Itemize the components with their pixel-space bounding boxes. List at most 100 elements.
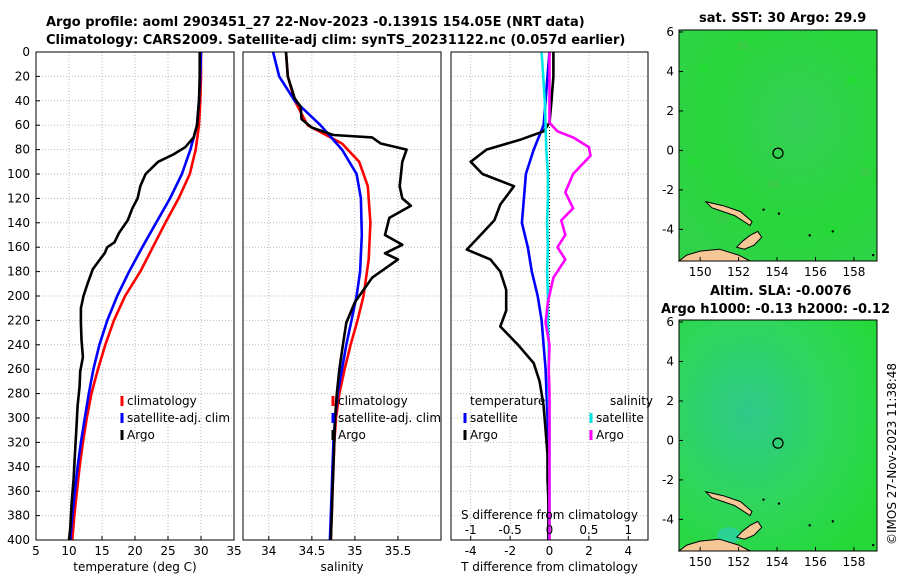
x-tick-label: 34.5 — [299, 544, 326, 558]
map-x-tick-label: 152 — [727, 265, 750, 279]
x-axis-label: T difference from climatology — [460, 560, 638, 574]
legend-label: satellite — [470, 411, 518, 425]
island — [777, 502, 781, 505]
legend-header-temperature: temperature — [470, 394, 545, 408]
y-tick-label: 260 — [7, 362, 30, 376]
top-axis-label: S difference from climatology — [461, 508, 638, 522]
map-x-tick-label: 156 — [804, 265, 827, 279]
island — [871, 253, 875, 257]
y-tick-label: 180 — [7, 265, 30, 279]
x-tick-label: 35 — [347, 544, 362, 558]
legend-label: climatology — [338, 394, 408, 408]
land-mass — [704, 490, 753, 517]
y-tick-label: 300 — [7, 411, 30, 425]
sst-pixel-patch — [698, 64, 709, 73]
map-y-tick-label: 6 — [666, 25, 674, 39]
imos-stamp: ©IMOS 27-Nov-2023 11:38:48 — [885, 363, 899, 545]
y-tick-label: 240 — [7, 338, 30, 352]
x-tick-label: 25 — [160, 544, 175, 558]
x-tick-label: -2 — [504, 544, 516, 558]
series-group — [465, 52, 592, 540]
top-tick-label: 0.5 — [579, 523, 598, 537]
island — [831, 520, 834, 523]
land-mass — [704, 200, 753, 227]
sst-pixel-patch — [768, 180, 779, 189]
x-axis-label: temperature (deg C) — [73, 560, 196, 574]
sst-pixel-patch — [718, 214, 729, 223]
sst-map-title: sat. SST: 30 Argo: 29.9 — [699, 11, 866, 26]
map-y-tick-label: 0 — [666, 143, 674, 157]
x-tick-label: 30 — [193, 544, 208, 558]
map-y-tick-label: -2 — [662, 473, 674, 487]
island — [808, 524, 811, 527]
plot-frame — [450, 51, 649, 541]
island — [777, 212, 781, 215]
island — [762, 208, 765, 211]
plot-frame — [242, 51, 442, 541]
series-line-t-argo — [465, 52, 555, 540]
y-tick-label: 380 — [7, 509, 30, 523]
series-line-s-argo — [544, 52, 592, 540]
sst-pixel-patch — [688, 157, 699, 166]
map-y-tick-label: 6 — [666, 315, 674, 329]
sla-map: 150 152 154 156 158 -4 -2 0 2 4 6 — [662, 315, 878, 569]
y-tick-label: 280 — [7, 387, 30, 401]
y-tick-label: 360 — [7, 484, 30, 498]
x-tick-label: 20 — [127, 544, 142, 558]
y-tick-label: 320 — [7, 435, 30, 449]
map-x-tick-label: 156 — [804, 555, 827, 569]
y-tick-label: 140 — [7, 216, 30, 230]
legend-label: Argo — [338, 428, 366, 442]
map-y-tick-label: -2 — [662, 183, 674, 197]
x-tick-label: 34 — [261, 544, 276, 558]
map-x-tick-label: 150 — [689, 265, 712, 279]
y-tick-label: 200 — [7, 289, 30, 303]
legend-label: Argo — [470, 428, 498, 442]
map-x-tick-label: 154 — [766, 265, 789, 279]
sla-map-title-2: Argo h1000: -0.13 h2000: -0.12 — [661, 302, 890, 317]
plot-frame — [35, 51, 235, 541]
ocean-field — [679, 320, 877, 551]
series-group — [271, 52, 413, 540]
x-axis-label: salinity — [320, 560, 363, 574]
difference-panel: -4 -2 0 2 4 T difference from climatology temp… — [450, 51, 653, 574]
x-tick-label: 4 — [624, 544, 632, 558]
map-y-tick-label: -4 — [662, 222, 674, 236]
map-y-tick-label: -4 — [662, 512, 674, 526]
title-line-2: Climatology: CARS2009. Satellite-adj cli… — [46, 33, 626, 48]
series-line-argo — [67, 52, 201, 540]
y-tick-label: 220 — [7, 313, 30, 327]
y-tick-label: 60 — [15, 118, 30, 132]
map-x-tick-label: 158 — [842, 555, 865, 569]
series-group — [67, 52, 203, 540]
series-line-climatology — [71, 52, 203, 540]
y-tick-label: 100 — [7, 167, 30, 181]
map-x-tick-label: 158 — [842, 265, 865, 279]
legend-label: Argo — [127, 428, 155, 442]
salinity-panel: 34 34.5 35 35.5 salinity climatology satellite… — [242, 51, 442, 574]
legend-label: satellite-adj. clim — [127, 411, 230, 425]
argo-location-marker — [772, 147, 784, 159]
y-tick-label: 160 — [7, 240, 30, 254]
island — [762, 498, 765, 501]
top-tick-label: -0.5 — [498, 523, 521, 537]
x-tick-label: 2 — [585, 544, 593, 558]
map-x-tick-label: 152 — [727, 555, 750, 569]
x-tick-label: 10 — [61, 544, 76, 558]
sst-pixel-patch — [861, 168, 872, 177]
map-x-tick-label: 150 — [689, 555, 712, 569]
top-tick-label: -1 — [465, 523, 477, 537]
map-frame — [678, 29, 878, 262]
argo-location-marker — [772, 437, 784, 449]
map-y-tick-label: 4 — [666, 354, 674, 368]
title-line-1: Argo profile: aoml 2903451_27 22-Nov-202… — [46, 15, 585, 30]
legend-label: Argo — [596, 428, 624, 442]
top-tick-label: 0 — [546, 523, 554, 537]
legend-label: climatology — [127, 394, 197, 408]
map-y-tick-label: 2 — [666, 394, 674, 408]
y-tick-label: 400 — [7, 533, 30, 547]
land-mass — [735, 230, 763, 250]
sla-map-title-1: Altim. SLA: -0.0076 — [710, 284, 851, 299]
sst-pixel-patch — [847, 76, 858, 85]
